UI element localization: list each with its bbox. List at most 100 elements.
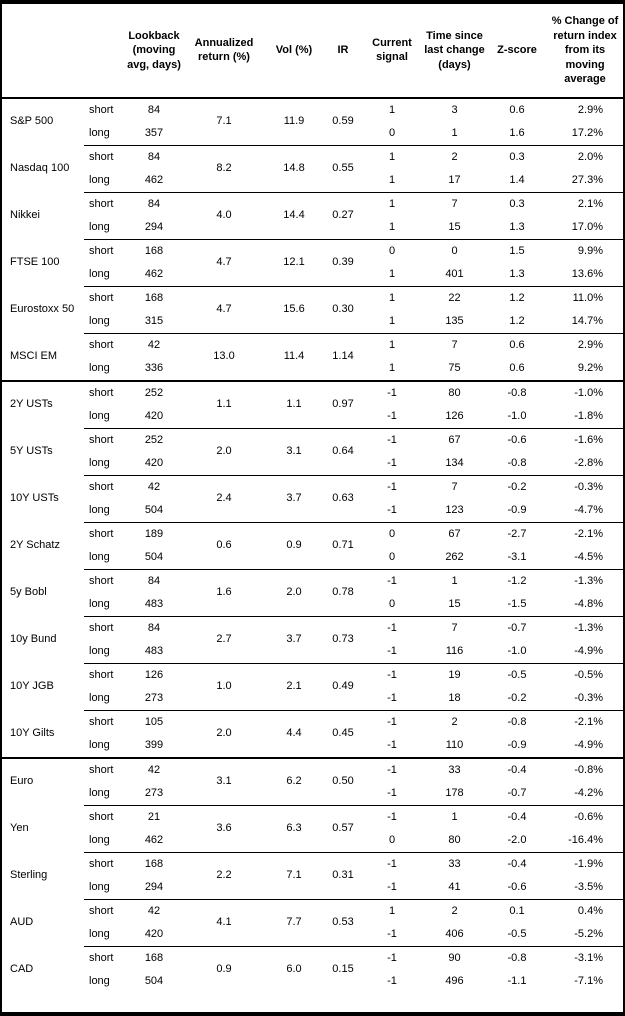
z-score-value: -0.4: [487, 756, 547, 782]
annualized-return-value: 0.6: [184, 521, 264, 570]
horizon-label: short: [84, 238, 124, 263]
pct-change-value: 2.9%: [577, 103, 603, 116]
pct-change-value: -1.8%: [574, 409, 603, 422]
current-signal-value: 0: [388, 597, 396, 610]
current-signal-value: -1: [362, 945, 422, 970]
ir-value: 0.57: [324, 804, 362, 853]
current-signal-value: 1: [388, 103, 396, 116]
horizon-label: long: [89, 597, 110, 610]
asset-name: Sterling: [10, 869, 48, 882]
z-score-value: 0.3: [487, 144, 547, 169]
pct-change-value: 9.2%: [577, 361, 603, 374]
lookback-value: 357: [144, 126, 164, 139]
table-row: Eurostoxx 50 short 168 4.7 15.6 0.30 1 22 1.2 11.…: [2, 285, 623, 334]
asset-name: 10y Bund: [10, 633, 57, 646]
lookback-value: 336: [144, 361, 164, 374]
table-row: Nasdaq 100 short 84 8.2 14.8 0.55 1 2 0.3 2.0%: [2, 144, 623, 193]
current-signal-value: -1: [387, 456, 397, 469]
annualized-return-value: 4.7: [184, 285, 264, 334]
pct-change-value: -7.1%: [574, 974, 603, 987]
days-since-change-value: 19: [422, 662, 487, 687]
pct-change-value: 0.4%: [547, 898, 623, 923]
current-signal-value: -1: [362, 709, 422, 734]
days-since-change-value: 15: [448, 220, 461, 233]
horizon-label: long: [89, 927, 110, 940]
days-since-change-value: 15: [448, 597, 461, 610]
days-since-change-value: 178: [445, 786, 464, 799]
table-row: long 462 1 401 1.3 13.6%: [2, 263, 623, 287]
lookback-value: 42: [124, 756, 184, 782]
days-since-change-value: 116: [445, 644, 464, 657]
current-signal-value: -1: [362, 615, 422, 640]
z-score-value: -0.9: [507, 503, 527, 516]
lookback-value: 168: [124, 238, 184, 263]
momentum-signals-table: Lookback (moving avg, days) Annualized r…: [2, 4, 623, 993]
z-score-value: -0.5: [507, 927, 527, 940]
asset-name: AUD: [10, 916, 34, 929]
ir-value: 0.49: [324, 662, 362, 711]
pct-change-value: -1.9%: [547, 851, 623, 876]
ir-value: 0.31: [324, 851, 362, 900]
table-row: MSCI EM short 42 13.0 11.4 1.14 1 7 0.6 2.9%: [2, 332, 623, 381]
current-signal-value: -1: [362, 662, 422, 687]
annualized-return-value: 0.9: [184, 945, 264, 993]
table-row: FTSE 100 short 168 4.7 12.1 0.39 0 0 1.5 9.9%: [2, 238, 623, 287]
current-signal-value: 0: [388, 126, 396, 139]
days-since-change-value: 1: [422, 804, 487, 829]
lookback-value: 21: [124, 804, 184, 829]
current-signal-value: -1: [387, 644, 397, 657]
pct-change-value: -4.8%: [574, 597, 603, 610]
current-signal-value: -1: [362, 568, 422, 593]
ir-value: 0.45: [324, 709, 362, 758]
lookback-value: 126: [124, 662, 184, 687]
current-signal-value: 1: [362, 898, 422, 923]
vol-value: 14.4: [264, 191, 324, 240]
lookback-value: 399: [144, 738, 164, 751]
vol-value: 11.4: [264, 332, 324, 381]
horizon-label: long: [89, 974, 110, 987]
lookback-value: 420: [144, 927, 164, 940]
lookback-value: 42: [124, 474, 184, 499]
z-score-value: -0.6: [487, 427, 547, 452]
pct-change-value: -0.3%: [547, 474, 623, 499]
pct-change-value: 17.2%: [571, 126, 603, 139]
days-since-change-value: 18: [448, 691, 461, 704]
days-since-change-value: 17: [448, 173, 461, 186]
ir-value: 0.15: [324, 945, 362, 993]
z-score-value: -1.0: [507, 409, 527, 422]
days-since-change-value: 67: [422, 521, 487, 546]
current-signal-value: -1: [362, 756, 422, 782]
pct-change-value: 2.1%: [547, 191, 623, 216]
table-row: Nikkei short 84 4.0 14.4 0.27 1 7 0.3 2.1%: [2, 191, 623, 240]
table-row: long 357 0 1 1.6 17.2%: [2, 122, 623, 146]
asset-name: 10Y Gilts: [10, 726, 55, 739]
pct-change-value: 2.9%: [547, 332, 623, 357]
pct-change-value: -1.6%: [547, 427, 623, 452]
horizon-label: long: [89, 456, 110, 469]
asset-name: 2Y USTs: [2, 379, 84, 429]
horizon-label: short: [84, 851, 124, 876]
pct-change-value: -4.2%: [574, 786, 603, 799]
z-score-value: -0.4: [487, 851, 547, 876]
table-row: CAD short 168 0.9 6.0 0.15 -1 90 -0.8 -3.1%: [2, 945, 623, 993]
lookback-value: 294: [144, 880, 164, 893]
table-row: long 420 -1 134 -0.8 -2.8%: [2, 452, 623, 476]
ir-value: 0.55: [324, 144, 362, 193]
annualized-return-value: 4.1: [184, 898, 264, 947]
horizon-label: short: [84, 945, 124, 970]
ir-value: 0.63: [324, 474, 362, 523]
horizon-label: short: [84, 804, 124, 829]
pct-change-value: -0.5%: [547, 662, 623, 687]
annualized-return-value: 2.0: [184, 709, 264, 758]
z-score-value: -0.6: [507, 880, 527, 893]
table-row: 10Y JGB short 126 1.0 2.1 0.49 -1 19 -0.5 -0.5%: [2, 662, 623, 711]
pct-change-value: -1.3%: [547, 615, 623, 640]
table-row: long 399 -1 110 -0.9 -4.9%: [2, 734, 623, 758]
table-row: long 294 -1 41 -0.6 -3.5%: [2, 876, 623, 900]
z-score-value: -0.7: [487, 615, 547, 640]
current-signal-value: -1: [387, 927, 397, 940]
col-header-asset: [2, 4, 84, 99]
z-score-value: -0.2: [487, 474, 547, 499]
days-since-change-value: 135: [445, 314, 464, 327]
lookback-value: 483: [144, 597, 164, 610]
